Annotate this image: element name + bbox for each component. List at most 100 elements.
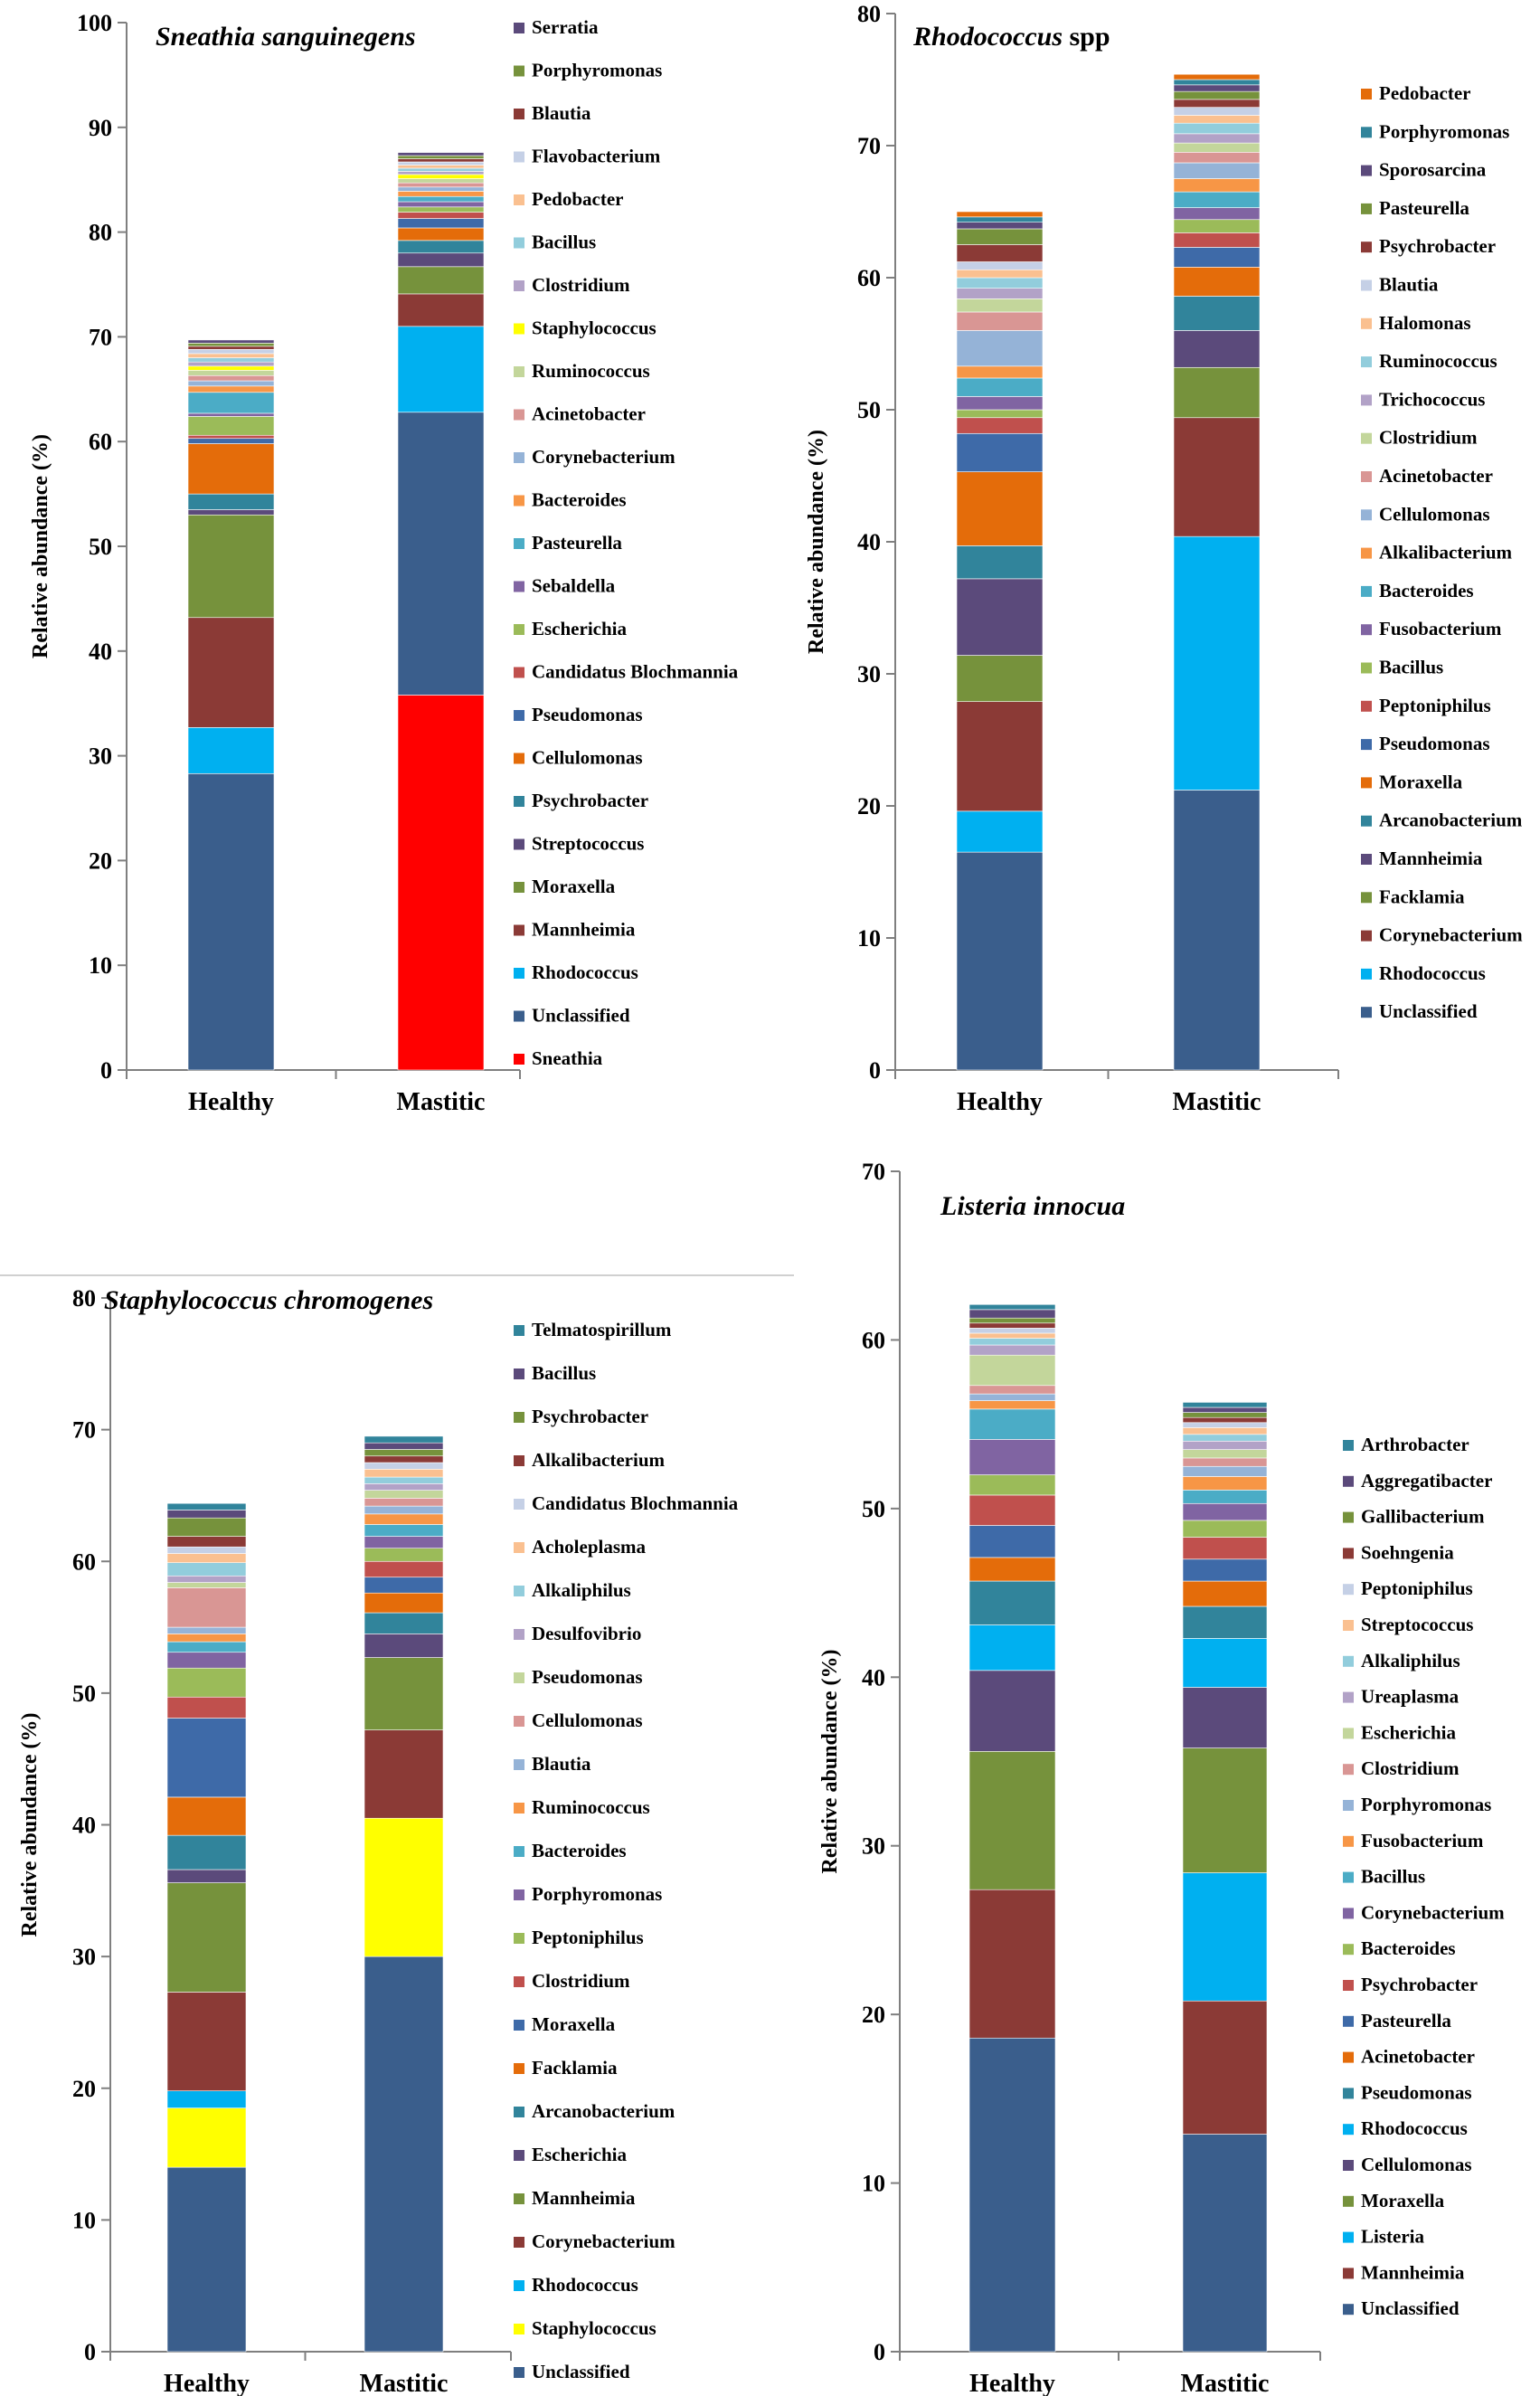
bar-segment-healthy-pedobacter: [956, 211, 1044, 218]
y-tick-label: 60: [72, 1548, 96, 1575]
legend-swatch-bacteroides: [1343, 1944, 1354, 1956]
legend-label-ureaplasma: Ureaplasma: [1361, 1686, 1460, 1708]
bar-segment-mastitic-corynebacterium: [1182, 1502, 1268, 1521]
legend-swatch-moraxella: [514, 2020, 524, 2031]
bar-segment-healthy-soehngenia: [968, 1322, 1056, 1329]
bar-segment-mastitic-bacillus: [1173, 219, 1261, 233]
legend-swatch-arcanobacterium: [1361, 815, 1372, 827]
bar-segment-mastitic-pedobacter: [397, 165, 485, 169]
y-tick-label: 20: [89, 848, 112, 874]
legend-swatch-blautia: [514, 1759, 524, 1770]
legend-swatch-candidatus-blochmannia: [514, 1499, 524, 1510]
chart-panel-staphylococcus: 0 10 20 30 40 50 60 70 80 Healthy Mastitic Relative…: [18, 1285, 739, 2396]
bar-segment-healthy-ruminococcus: [166, 1634, 247, 1643]
y-tick-label: 80: [89, 220, 112, 246]
bar-segment-mastitic-trichococcus: [1173, 133, 1261, 144]
bar-segment-mastitic-candidatus-blochmannia: [397, 212, 485, 219]
y-tick-label: 60: [862, 1327, 885, 1353]
legend-swatch-unclassified: [514, 2367, 524, 2378]
legend-label-aggregatibacter: Aggregatibacter: [1361, 1470, 1492, 1492]
bar-segment-mastitic-acinetobacter: [1182, 1580, 1268, 1607]
legend-swatch-alkalibacterium: [514, 1455, 524, 1466]
legend-swatch-ruminococcus: [514, 1803, 524, 1814]
bar-segment-mastitic-sporosarcina: [1173, 84, 1261, 92]
bar-segment-mastitic-flavobacterium: [397, 161, 485, 166]
bar-segment-mastitic-alkalibacterium: [364, 1455, 444, 1463]
category-label-healthy: Healthy: [164, 2370, 250, 2396]
legend-swatch-moraxella: [1361, 777, 1372, 789]
y-tick-label: 20: [862, 2002, 885, 2028]
legend-swatch-bacteroides: [1361, 585, 1372, 597]
legend-swatch-acinetobacter: [514, 409, 524, 421]
chart-title-rest: spp: [1063, 22, 1110, 52]
bar-segment-healthy-halomonas: [956, 269, 1044, 279]
bar-segment-healthy-clostridium: [956, 298, 1044, 313]
bar-segment-healthy-pseudomonas: [968, 1580, 1056, 1625]
legend-label-mannheimia: Mannheimia: [1361, 2261, 1465, 2283]
legend-label-listeria: Listeria: [1361, 2226, 1424, 2248]
bar-segment-mastitic-aggregatibacter: [1182, 1406, 1268, 1413]
bar-segment-healthy-pseudomonas: [956, 432, 1044, 472]
bar-segment-healthy-bacillus: [956, 409, 1044, 419]
bar-segment-mastitic-pseudomonas: [1173, 247, 1261, 268]
y-axis-label: Relative abundance (%): [818, 1650, 842, 1874]
bar-segment-mastitic-bacillus: [1182, 1490, 1268, 1504]
bar-segment-mastitic-ruminococcus: [397, 178, 485, 184]
legend-swatch-flavobacterium: [514, 151, 524, 163]
y-tick-label: 90: [89, 115, 112, 141]
y-tick-label: 80: [72, 1285, 96, 1312]
legend-swatch-unclassified: [1361, 1007, 1372, 1018]
bar-segment-mastitic-arcanobacterium: [364, 1612, 444, 1634]
bar-segment-healthy-arthrobacter: [968, 1303, 1056, 1311]
bar-segment-mastitic-streptococcus: [1182, 1427, 1268, 1435]
legend-swatch-moraxella: [514, 882, 524, 893]
legend-label-streptococcus: Streptococcus: [1361, 1614, 1473, 1635]
bar-segment-healthy-clostridium: [968, 1385, 1056, 1395]
bar-segment-mastitic-unclassified: [1182, 2134, 1268, 2353]
y-tick-label: 60: [89, 429, 112, 455]
legend-label-psychrobacter: Psychrobacter: [1361, 1974, 1478, 1995]
bar-segment-mastitic-ureaplasma: [1182, 1440, 1268, 1450]
legend-swatch-peptoniphilus: [1361, 700, 1372, 712]
legend-swatch-bacillus: [1343, 1871, 1354, 1883]
bar-segment-healthy-psychrobacter: [187, 493, 275, 510]
legend-label-clostridium: Clostridium: [532, 274, 630, 296]
legend-swatch-facklamia: [514, 2063, 524, 2074]
bar-segment-healthy-alkaliphilus: [166, 1562, 247, 1577]
legend-label-bacillus: Bacillus: [1361, 1866, 1425, 1888]
y-axis-label: Relative abundance (%): [18, 1713, 42, 1937]
bar-segment-healthy-bacteroides: [956, 377, 1044, 397]
legend-swatch-gallibacterium: [1343, 1511, 1354, 1523]
bar-segment-healthy-blautia: [956, 261, 1044, 270]
bar-segment-healthy-porphyromonas: [956, 216, 1044, 223]
bar-segment-mastitic-alkalibacterium: [1173, 178, 1261, 193]
y-axis-label: Relative abundance (%): [805, 430, 828, 654]
bar-segment-healthy-acinetobacter: [968, 1557, 1056, 1582]
bar-segment-mastitic-pseudomonas: [364, 1490, 444, 1499]
bar-segment-healthy-pasteurella: [187, 392, 275, 414]
bar-segment-mastitic-rhodococcus: [1182, 1638, 1268, 1688]
legend-label-rhodococcus: Rhodococcus: [532, 961, 638, 983]
legend-label-psychrobacter: Psychrobacter: [532, 790, 648, 811]
legend-swatch-fusobacterium: [1343, 1835, 1354, 1847]
chart-title: Staphylococcus chromogenes: [104, 1285, 433, 1315]
y-tick-label: 40: [72, 1813, 96, 1839]
legend-label-clostridium: Clostridium: [532, 1970, 630, 1992]
bar-segment-healthy-pseudomonas: [187, 438, 275, 444]
bar-segment-healthy-psychrobacter: [956, 244, 1044, 262]
bar-segment-mastitic-alkaliphilus: [364, 1476, 444, 1484]
y-tick-label: 20: [72, 2076, 96, 2102]
legend-label-sneathia: Sneathia: [532, 1047, 603, 1069]
legend-label-arcanobacterium: Arcanobacterium: [532, 2100, 676, 2122]
legend-swatch-pseudomonas: [1343, 2088, 1354, 2099]
bar-segment-mastitic-telmatospirillum: [364, 1435, 444, 1444]
bar-segment-healthy-streptococcus: [187, 509, 275, 516]
legend-swatch-acinetobacter: [1361, 471, 1372, 482]
legend-swatch-psychrobacter: [514, 1412, 524, 1423]
chart-panel-listeria: 0 10 20 30 40 50 60 70 Healthy Mastitic Relative a…: [818, 1159, 1505, 2396]
legend-label-rhodococcus: Rhodococcus: [532, 2274, 638, 2296]
bar-segment-mastitic-unclassified: [364, 1956, 444, 2353]
legend-swatch-porphyromonas: [514, 1889, 524, 1900]
legend-swatch-ruminococcus: [514, 366, 524, 377]
y-tick-label: 10: [72, 2207, 96, 2233]
